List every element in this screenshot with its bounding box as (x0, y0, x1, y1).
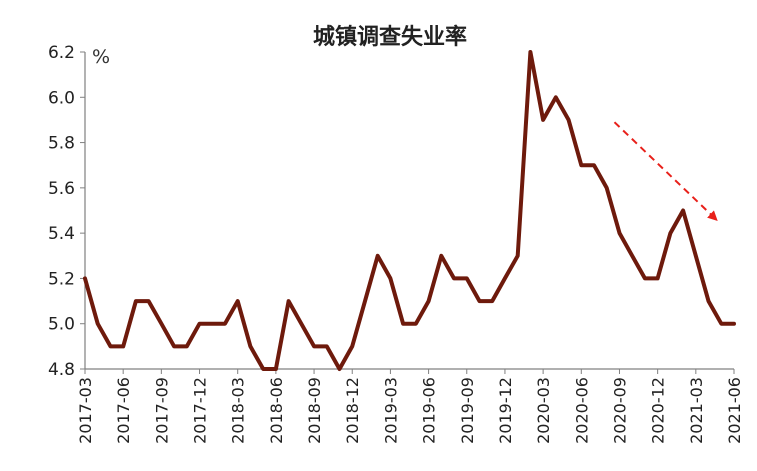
x-tick-label: 2020-09 (610, 377, 629, 444)
x-axis-ticks: 2017-03 2017-06 2017-09 2017-12 2018-03 2018-… (76, 369, 744, 444)
x-tick-label: 2018-12 (343, 377, 362, 444)
x-tick-label: 2019-09 (458, 377, 477, 444)
x-tick-label: 2021-03 (687, 377, 706, 444)
y-tick-label: 5.2 (48, 269, 75, 289)
x-tick-label: 2017-12 (191, 377, 210, 444)
y-axis-ticks: 4.8 5.0 5.2 5.4 5.6 5.8 6.0 6.2 (48, 43, 85, 380)
y-tick-label: 4.8 (48, 360, 75, 380)
series-group (83, 50, 736, 371)
annotation-group (613, 121, 718, 221)
y-tick-label: 6.2 (48, 43, 75, 63)
series-line-0 (83, 50, 736, 371)
y-tick-label: 6.0 (48, 88, 75, 108)
x-tick-label: 2019-06 (420, 377, 439, 444)
trend-arrow (613, 121, 718, 221)
y-tick-label: 5.6 (48, 179, 75, 199)
axes (84, 52, 734, 370)
x-tick-label: 2017-06 (114, 377, 133, 444)
y-tick-label: 5.8 (48, 134, 75, 154)
y-tick-label: 5.0 (48, 315, 75, 335)
x-tick-label: 2018-06 (267, 377, 286, 444)
x-tick-label: 2020-06 (572, 377, 591, 444)
x-tick-label: 2020-12 (649, 377, 668, 444)
x-tick-label: 2018-03 (229, 377, 248, 444)
x-tick-label: 2017-09 (152, 377, 171, 444)
x-tick-label: 2020-03 (534, 377, 553, 444)
chart-title: 城镇调查失业率 (313, 24, 467, 50)
x-tick-label: 2019-03 (381, 377, 400, 444)
x-tick-label: 2021-06 (725, 377, 744, 444)
y-tick-label: 5.4 (48, 224, 75, 244)
x-tick-label: 2019-12 (496, 377, 515, 444)
x-tick-label: 2018-09 (305, 377, 324, 444)
y-unit-label: % (92, 46, 110, 68)
x-tick-label: 2017-03 (76, 377, 95, 444)
